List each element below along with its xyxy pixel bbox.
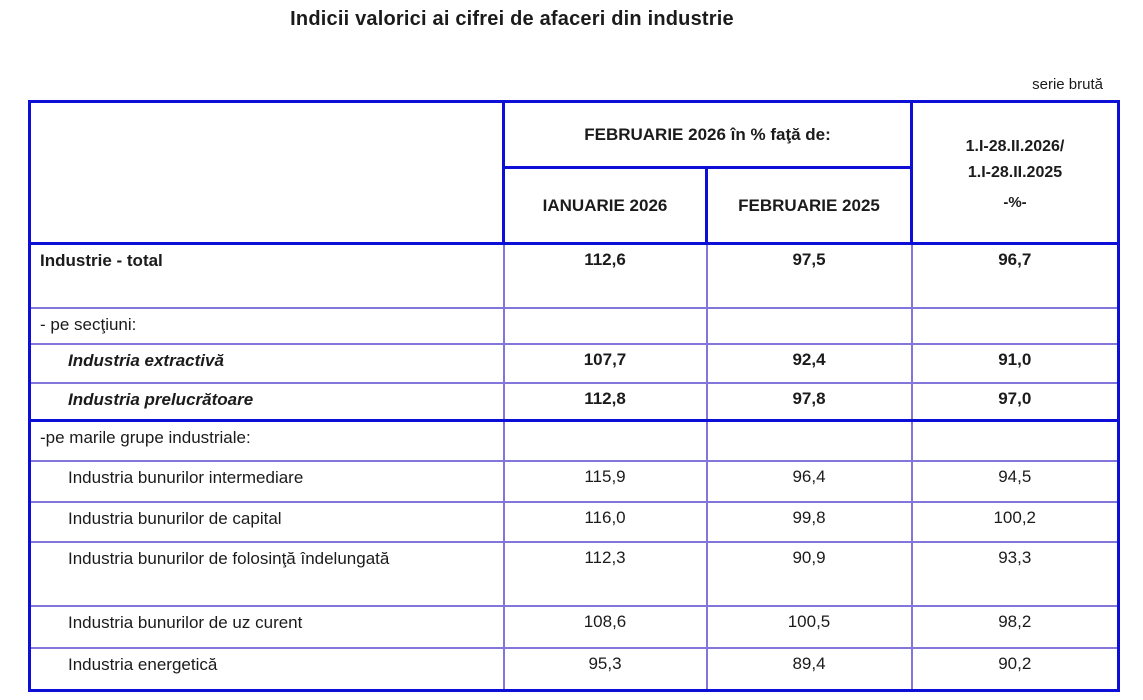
group-header-februarie-2026: FEBRUARIE 2026 în % faţă de: bbox=[502, 100, 913, 169]
value-cell: 98,2 bbox=[910, 604, 1120, 649]
value-cell: 90,9 bbox=[705, 540, 913, 607]
row-label: Industria bunurilor de folosinţă îndelun… bbox=[28, 540, 505, 607]
period-line-1: 1.I-28.II.2026/ bbox=[965, 138, 1065, 156]
page-title: Indicii valorici ai cifrei de afaceri di… bbox=[290, 8, 734, 30]
row-label: Industria extractivă bbox=[28, 342, 505, 384]
percent-unit-label: -%- bbox=[1003, 194, 1027, 212]
value-cell bbox=[705, 419, 913, 462]
row-label: Industria prelucrătoare bbox=[28, 381, 505, 422]
value-cell: 99,8 bbox=[705, 500, 913, 543]
series-type-note: serie brută bbox=[1032, 76, 1103, 93]
table-row-bunuri-intermediare: Industria bunurilor intermediare 115,9 9… bbox=[28, 459, 1120, 503]
value-cell: 95,3 bbox=[502, 646, 708, 692]
value-cell: 112,8 bbox=[502, 381, 708, 422]
row-label: -pe marile grupe industriale: bbox=[28, 419, 505, 462]
value-cell: 92,4 bbox=[705, 342, 913, 384]
value-cell: 107,7 bbox=[502, 342, 708, 384]
value-cell bbox=[910, 419, 1120, 462]
value-cell: 108,6 bbox=[502, 604, 708, 649]
value-cell: 96,7 bbox=[910, 242, 1120, 309]
row-label: Industria bunurilor de capital bbox=[28, 500, 505, 543]
period-line-2: 1.I-28.II.2025 bbox=[967, 163, 1063, 181]
table-row-bunuri-folosinta-indelungata: Industria bunurilor de folosinţă îndelun… bbox=[28, 540, 1120, 607]
table-row-industria-prelucratoare: Industria prelucrătoare 112,8 97,8 97,0 bbox=[28, 381, 1120, 422]
row-label: Industria energetică bbox=[28, 646, 505, 692]
value-cell: 90,2 bbox=[910, 646, 1120, 692]
row-label: Industria bunurilor de uz curent bbox=[28, 604, 505, 649]
value-cell: 100,2 bbox=[910, 500, 1120, 543]
table-row-bunuri-uz-curent: Industria bunurilor de uz curent 108,6 1… bbox=[28, 604, 1120, 649]
value-cell: 91,0 bbox=[910, 342, 1120, 384]
value-cell: 100,5 bbox=[705, 604, 913, 649]
value-cell bbox=[910, 306, 1120, 345]
table-row-industria-energetica: Industria energetică 95,3 89,4 90,2 bbox=[28, 646, 1120, 692]
table-row-industrie-total: Industrie - total 112,6 97,5 96,7 bbox=[28, 242, 1120, 309]
row-label: Industrie - total bbox=[28, 242, 505, 309]
value-cell: 97,0 bbox=[910, 381, 1120, 422]
value-cell: 97,5 bbox=[705, 242, 913, 309]
cumulative-period-header: 1.I-28.II.2026/ 1.I-28.II.2025 -%- bbox=[910, 100, 1120, 245]
value-cell: 96,4 bbox=[705, 459, 913, 503]
value-cell: 112,3 bbox=[502, 540, 708, 607]
value-cell: 94,5 bbox=[910, 459, 1120, 503]
row-label: - pe secţiuni: bbox=[28, 306, 505, 345]
stub-header-cell bbox=[28, 100, 505, 245]
table-row-industria-extractiva: Industria extractivă 107,7 92,4 91,0 bbox=[28, 342, 1120, 384]
value-cell: 93,3 bbox=[910, 540, 1120, 607]
table-header: FEBRUARIE 2026 în % faţă de: 1.I-28.II.2… bbox=[28, 100, 1120, 245]
column-header-februarie-2025: FEBRUARIE 2025 bbox=[705, 166, 913, 245]
value-cell bbox=[705, 306, 913, 345]
value-cell bbox=[502, 419, 708, 462]
table-row-bunuri-de-capital: Industria bunurilor de capital 116,0 99,… bbox=[28, 500, 1120, 543]
value-cell: 112,6 bbox=[502, 242, 708, 309]
value-cell: 115,9 bbox=[502, 459, 708, 503]
value-cell: 116,0 bbox=[502, 500, 708, 543]
value-cell: 89,4 bbox=[705, 646, 913, 692]
value-cell: 97,8 bbox=[705, 381, 913, 422]
table-row-pe-sectiuni: - pe secţiuni: bbox=[28, 306, 1120, 345]
table-row-pe-marile-grupe: -pe marile grupe industriale: bbox=[28, 419, 1120, 462]
column-header-ianuarie-2026: IANUARIE 2026 bbox=[502, 166, 708, 245]
turnover-indices-table: FEBRUARIE 2026 în % faţă de: 1.I-28.II.2… bbox=[28, 100, 1120, 692]
row-label: Industria bunurilor intermediare bbox=[28, 459, 505, 503]
value-cell bbox=[502, 306, 708, 345]
